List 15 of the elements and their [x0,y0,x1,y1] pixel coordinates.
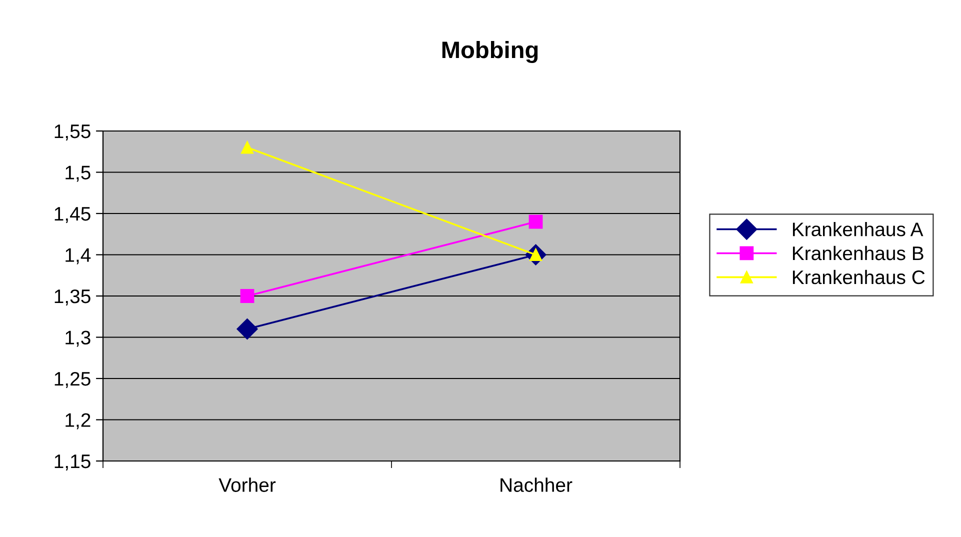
legend-label: Krankenhaus C [792,270,925,284]
y-tick-label: 1,25 [54,372,90,388]
legend-label: Krankenhaus B [792,246,924,260]
y-tick-label: 1,45 [54,207,90,224]
y-tick-label: 1,4 [66,248,91,264]
y-tick-label: 1,35 [54,289,90,306]
x-tick-label: Nachher [500,478,572,492]
y-tick-label: 1,15 [54,454,90,471]
chart-title: Mobbing [442,40,538,64]
x-tick-label: Vorher [218,478,276,492]
y-tick-label: 1,5 [66,166,90,182]
y-tick-label: 1,55 [54,124,90,141]
y-tick-label: 1,2 [66,413,90,430]
y-tick-label: 1,3 [66,330,90,347]
legend-label: Krankenhaus A [792,222,924,236]
